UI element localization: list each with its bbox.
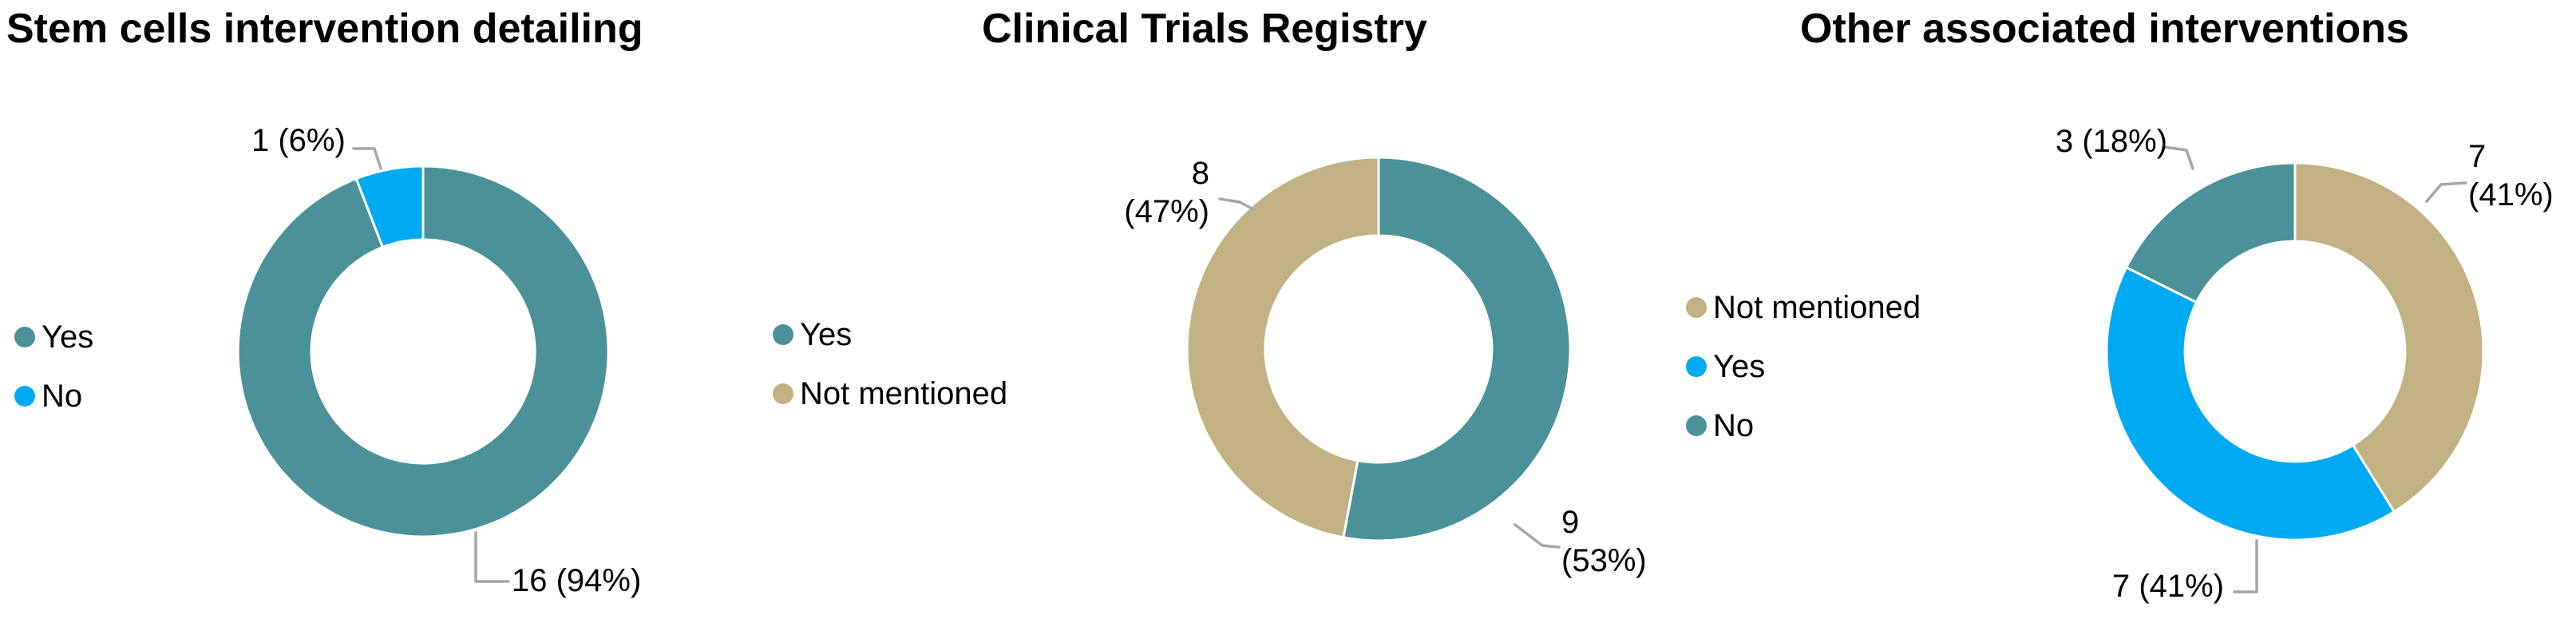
legend-dot-icon	[1686, 297, 1707, 318]
legend-item-no: No	[1686, 408, 1921, 443]
legend-label: No	[1713, 408, 1755, 443]
legend-label: Not mentioned	[800, 376, 1008, 411]
donut-other-interventions	[2105, 161, 2485, 542]
donut-slice-no	[354, 165, 425, 249]
legend-item-no: No	[14, 379, 93, 414]
callout-no-3-18pct: 3 (18%)	[2056, 124, 2168, 159]
legend-dot-icon	[773, 324, 793, 345]
donut-slice-yes	[236, 165, 610, 538]
donut-clinical-trials-registry	[1185, 156, 1572, 542]
legend-label: Yes	[800, 317, 853, 352]
legend-dot-icon	[14, 327, 35, 347]
legend-item-yes: Yes	[14, 319, 93, 355]
callout-not-mentioned-7-41pct: 7 (41%)	[2468, 139, 2554, 212]
legend-item-not-mentioned: Not mentioned	[1686, 290, 1921, 325]
donut-slice-not-mentioned	[1185, 156, 1380, 539]
legend-item-yes: Yes	[1686, 349, 1921, 384]
legend-clinical-trials: Yes Not mentioned	[773, 317, 1007, 435]
legend-dot-icon	[773, 383, 793, 404]
donut-slice-no	[2124, 161, 2297, 304]
donut-slice-yes	[2105, 265, 2396, 542]
chart-title-clinical-trials: Clinical Trials Registry	[982, 6, 1427, 52]
chart-title-other-interventions: Other associated interventions	[1800, 6, 2409, 52]
donut-stem-cells-intervention	[236, 165, 610, 538]
legend-dot-icon	[14, 386, 35, 407]
leader-line	[2233, 539, 2258, 593]
legend-dot-icon	[1686, 356, 1707, 377]
legend-item-not-mentioned: Not mentioned	[773, 376, 1007, 411]
legend-label: Yes	[42, 319, 94, 355]
legend-stem-cells: Yes No	[14, 319, 93, 438]
callout-yes-16-94pct: 16 (94%)	[512, 563, 642, 598]
callout-yes-9-53pct: 9 (53%)	[1561, 505, 1647, 578]
donut-slice-not-mentioned	[2293, 161, 2485, 514]
legend-label: Not mentioned	[1713, 290, 1921, 325]
leader-line	[1218, 197, 1255, 211]
leader-line	[1514, 523, 1561, 549]
leader-line	[2162, 145, 2194, 170]
legend-label: Yes	[1713, 349, 1766, 384]
callout-not-mentioned-8-47pct: 8 (47%)	[1124, 156, 1209, 229]
legend-other-interventions: Not mentioned Yes No	[1686, 290, 1921, 467]
leader-line	[2425, 181, 2467, 203]
callout-no-1-6pct: 1 (6%)	[251, 123, 346, 158]
legend-dot-icon	[1686, 415, 1707, 436]
callout-yes-7-41pct: 7 (41%)	[2112, 569, 2225, 604]
legend-label: No	[42, 379, 83, 414]
leader-line	[352, 147, 382, 170]
leader-line	[474, 531, 510, 583]
chart-title-stem-cells: Stem cells intervention detailing	[6, 6, 643, 52]
legend-item-yes: Yes	[773, 317, 1007, 352]
donut-slice-yes	[1342, 156, 1572, 542]
